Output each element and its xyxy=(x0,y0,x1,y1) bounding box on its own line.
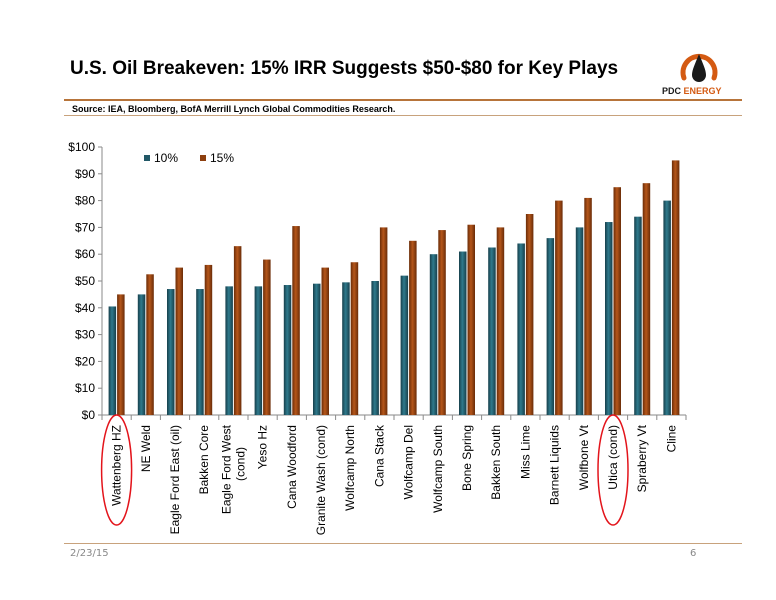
footer-date: 2/23/15 xyxy=(70,548,109,559)
x-category-label: Eagle Ford West(cond) xyxy=(219,424,247,514)
y-tick-label: $40 xyxy=(75,301,95,315)
y-tick-label: $60 xyxy=(75,247,95,261)
x-category-label: Wolfcamp North xyxy=(343,425,357,511)
bar-15pct xyxy=(496,227,505,415)
y-tick-label: $10 xyxy=(75,381,95,395)
bar-10pct xyxy=(254,286,263,415)
bar-15pct xyxy=(204,264,213,415)
x-category-label: NE Weld xyxy=(139,425,153,472)
y-tick-label: $100 xyxy=(68,140,95,154)
bar-15pct xyxy=(584,197,592,415)
y-tick-label: $20 xyxy=(75,354,95,368)
x-category-label: Wattenberg HZ xyxy=(110,425,124,506)
legend-swatch xyxy=(144,155,150,161)
bar-15pct xyxy=(467,224,475,415)
x-category-label: Wolfbone Vt xyxy=(577,424,591,490)
x-category-label: Cana Woodford xyxy=(285,425,299,509)
x-category-label: Wolfcamp South xyxy=(431,425,445,513)
oil-drop-ring-icon xyxy=(680,54,718,82)
y-tick-label: $80 xyxy=(75,194,95,208)
bar-10pct xyxy=(546,238,555,415)
x-category-label: Utica (cond) xyxy=(606,425,620,490)
bar-10pct xyxy=(459,251,467,415)
bar-10pct xyxy=(488,247,496,415)
bar-15pct xyxy=(175,267,183,415)
footer-rule xyxy=(64,543,742,544)
source-rule xyxy=(64,115,742,116)
y-tick-label: $30 xyxy=(75,328,95,342)
bar-15pct xyxy=(321,267,329,415)
bar-15pct xyxy=(642,183,651,415)
breakeven-bar-chart: $0 $10 $20 $30 $40 $50 $60 $70 $80 $90 $100 Wattenb… xyxy=(68,140,687,535)
x-category-label: Yeso Hz xyxy=(256,425,270,469)
bar-15pct xyxy=(613,187,621,415)
bar-10pct xyxy=(605,222,613,415)
bar-15pct xyxy=(233,246,242,415)
bar-15pct xyxy=(409,240,417,415)
legend-label: 10% xyxy=(154,151,178,165)
x-category-label: Bone Spring xyxy=(460,425,474,491)
highlight-circle xyxy=(100,414,133,526)
logo-wordmark: PDC ENERGY xyxy=(662,86,722,96)
bar-15pct xyxy=(263,259,271,415)
bar-15pct xyxy=(292,226,300,415)
bar-10pct xyxy=(167,289,175,415)
x-category-label: Eagle Ford East (oil) xyxy=(168,425,182,534)
y-tick-label: $90 xyxy=(75,167,95,181)
y-tick-label: $0 xyxy=(82,408,96,422)
x-category-label: Barnett Liquids xyxy=(548,425,562,505)
bar-15pct xyxy=(671,160,680,415)
bar-10pct xyxy=(663,200,671,415)
bar-10pct xyxy=(371,281,379,415)
bar-10pct xyxy=(283,285,292,415)
x-category-label: Spraberry Vt xyxy=(635,424,649,492)
highlight-circle xyxy=(597,414,629,526)
bar-10pct xyxy=(225,286,233,415)
y-tick-label: $50 xyxy=(75,274,95,288)
bar-15pct xyxy=(555,200,563,415)
bar-10pct xyxy=(400,275,409,415)
bar-10pct xyxy=(575,227,584,415)
bar-10pct xyxy=(313,283,321,415)
bar-10pct xyxy=(342,282,350,415)
y-tick-label: $70 xyxy=(75,220,95,234)
x-category-label: Bakken South xyxy=(489,425,503,500)
page-number: 6 xyxy=(690,548,697,559)
bar-10pct xyxy=(196,289,204,415)
x-category-label: Cana Stack xyxy=(372,424,386,487)
x-category-label: Bakken Core xyxy=(197,425,211,495)
title-rule xyxy=(64,99,742,101)
slide-title: U.S. Oil Breakeven: 15% IRR Suggests $50… xyxy=(70,58,619,79)
bar-10pct xyxy=(517,243,525,415)
bar-15pct xyxy=(438,230,446,415)
bar-15pct xyxy=(117,294,125,415)
bar-10pct xyxy=(108,306,117,415)
legend-label: 15% xyxy=(210,151,234,165)
source-note: Source: IEA, Bloomberg, BofA Merrill Lyn… xyxy=(72,104,396,114)
bar-15pct xyxy=(146,274,154,415)
bar-15pct xyxy=(350,262,359,415)
x-category-label: Cline xyxy=(664,425,678,453)
x-category-label: Miss Lime xyxy=(518,425,532,479)
bar-10pct xyxy=(137,294,146,415)
bar-10pct xyxy=(634,216,642,415)
x-category-label: Granite Wash (cond) xyxy=(314,425,328,535)
bar-15pct xyxy=(525,214,534,415)
legend-swatch xyxy=(200,155,206,161)
x-category-label: Wolfcamp Del xyxy=(402,425,416,499)
bar-15pct xyxy=(379,227,388,415)
bar-10pct xyxy=(429,254,438,415)
